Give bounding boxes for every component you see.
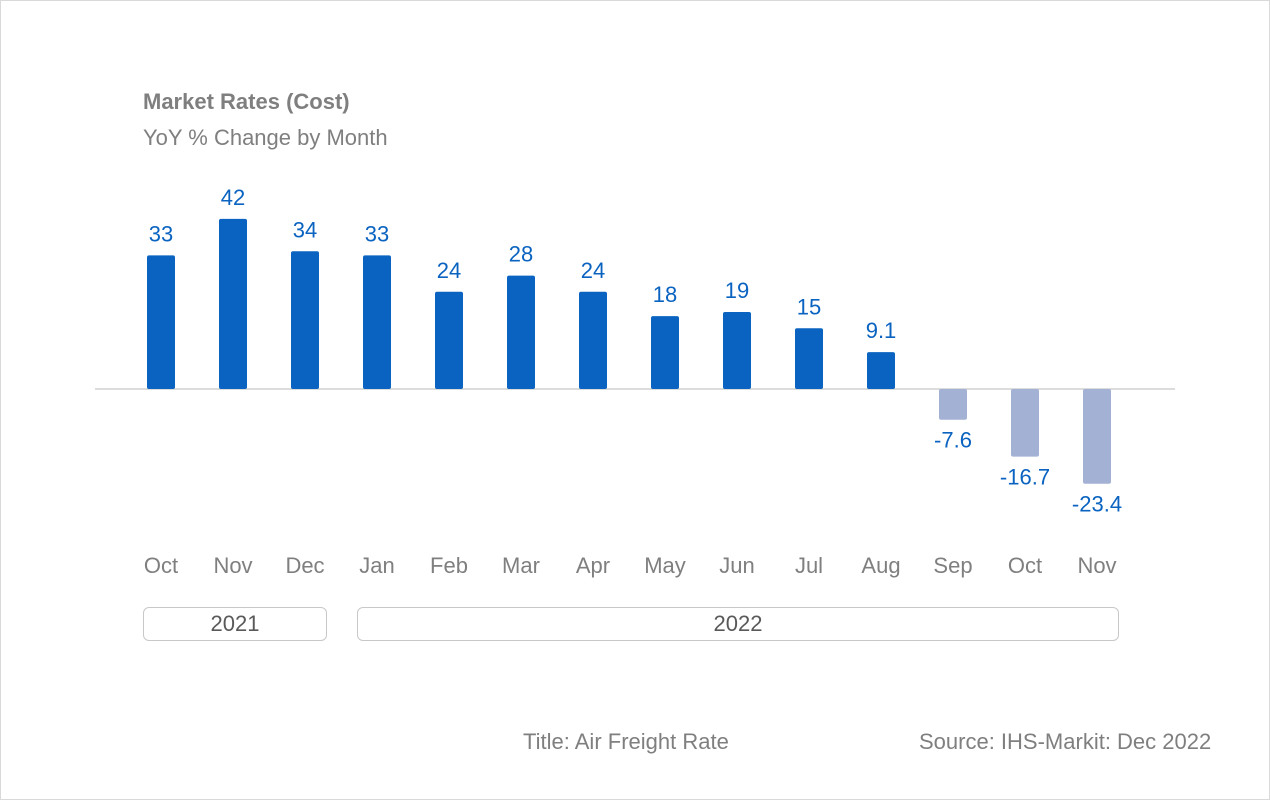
- bar-aug-10: [867, 352, 895, 389]
- bar-sep-11: [939, 389, 967, 420]
- category-label: Mar: [502, 553, 540, 578]
- category-label: May: [644, 553, 686, 578]
- bar-feb-4: [435, 291, 463, 389]
- bar-oct-0: [147, 255, 175, 389]
- category-label: Oct: [144, 553, 178, 578]
- chart-title: Market Rates (Cost): [143, 89, 350, 114]
- category-label: Sep: [933, 553, 972, 578]
- year-group-2022: 2022: [357, 607, 1119, 641]
- category-label: Apr: [576, 553, 610, 578]
- bar-mar-5: [507, 275, 535, 389]
- bar-dec-2: [291, 251, 319, 389]
- value-label: 24: [581, 258, 605, 283]
- category-label: Aug: [861, 553, 900, 578]
- category-label: Jul: [795, 553, 823, 578]
- category-label: Jan: [359, 553, 394, 578]
- value-label: 28: [509, 242, 533, 267]
- category-label: Oct: [1008, 553, 1042, 578]
- value-label: 24: [437, 258, 461, 283]
- bar-nov-1: [219, 218, 247, 389]
- bar-may-7: [651, 316, 679, 389]
- footer-source: Source: IHS-Markit: Dec 2022: [919, 729, 1212, 754]
- value-label: 19: [725, 278, 749, 303]
- value-label: -16.7: [1000, 464, 1050, 489]
- bar-jul-9: [795, 328, 823, 389]
- bar-jun-8: [723, 312, 751, 389]
- category-label: Jun: [719, 553, 754, 578]
- value-label: 15: [797, 294, 821, 319]
- value-label: 33: [149, 221, 173, 246]
- category-label: Feb: [430, 553, 468, 578]
- bar-apr-6: [579, 291, 607, 389]
- year-group-2021: 2021: [143, 607, 327, 641]
- footer-title-note: Title: Air Freight Rate: [523, 729, 729, 754]
- value-label: -23.4: [1072, 492, 1122, 517]
- bar-jan-3: [363, 255, 391, 389]
- bar-nov-13: [1083, 389, 1111, 484]
- value-label: 33: [365, 221, 389, 246]
- bar-oct-12: [1011, 389, 1039, 457]
- category-label: Nov: [213, 553, 252, 578]
- category-label: Nov: [1077, 553, 1116, 578]
- value-label: -7.6: [934, 428, 972, 453]
- value-label: 9.1: [866, 318, 897, 343]
- value-label: 18: [653, 282, 677, 307]
- value-label: 42: [221, 185, 245, 210]
- chart-subtitle: YoY % Change by Month: [143, 125, 388, 150]
- category-label: Dec: [285, 553, 324, 578]
- value-label: 34: [293, 217, 317, 242]
